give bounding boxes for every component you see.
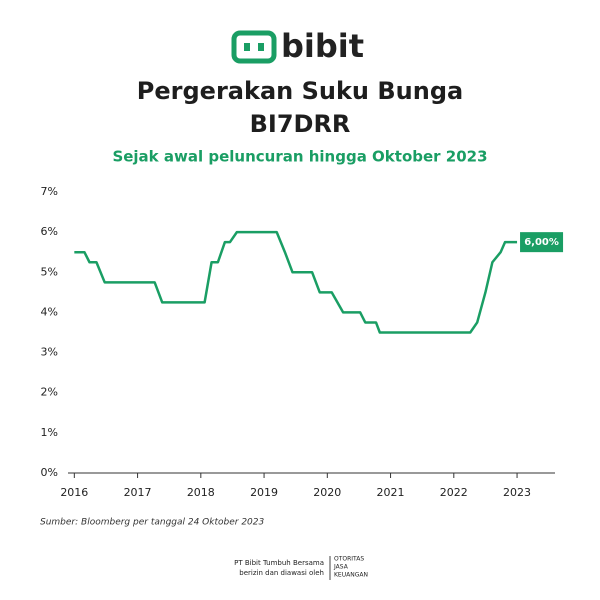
y-tick-label: 7% [41,185,58,198]
logo-text: bibit [281,27,364,65]
footer-note: berizin dan diawasi oleh [239,569,324,577]
x-tick-label: 2022 [440,486,468,499]
y-tick-label: 4% [41,305,58,318]
chart-title: Pergerakan Suku Bunga [137,77,463,105]
annotation-label: 6,00% [524,237,559,248]
line [74,230,518,334]
y-tick-label: 6% [41,225,58,238]
y-tick-label: 3% [41,346,58,359]
chart-title: BI7DRR [250,110,351,138]
source: Sumber: Bloomberg per tanggal 24 Oktober… [40,518,265,528]
y-tick-label: 0% [41,466,58,479]
annotation-box [520,232,564,253]
footer-regulator: OTORITAS [334,556,364,563]
x-tick-label: 2023 [503,486,531,499]
x-tick-label: 2019 [250,486,278,499]
x-tick-label: 2016 [60,486,88,499]
y-tick-label: 5% [41,265,58,278]
logo-icon [231,30,277,64]
y-tick-label: 2% [41,386,58,399]
x-tick-label: 2017 [124,486,152,499]
x-tick-label: 2021 [377,486,405,499]
x-tick-label: 2018 [187,486,215,499]
footer-company: PT Bibit Tumbuh Bersama [234,559,324,567]
footer-regulator: JASA [333,564,349,571]
footer-regulator: KEUANGAN [334,572,368,579]
x-tick-label: 2020 [313,486,341,499]
y-tick-label: 1% [41,426,58,439]
chart-subtitle: Sejak awal peluncuran hingga Oktober 202… [112,148,487,166]
